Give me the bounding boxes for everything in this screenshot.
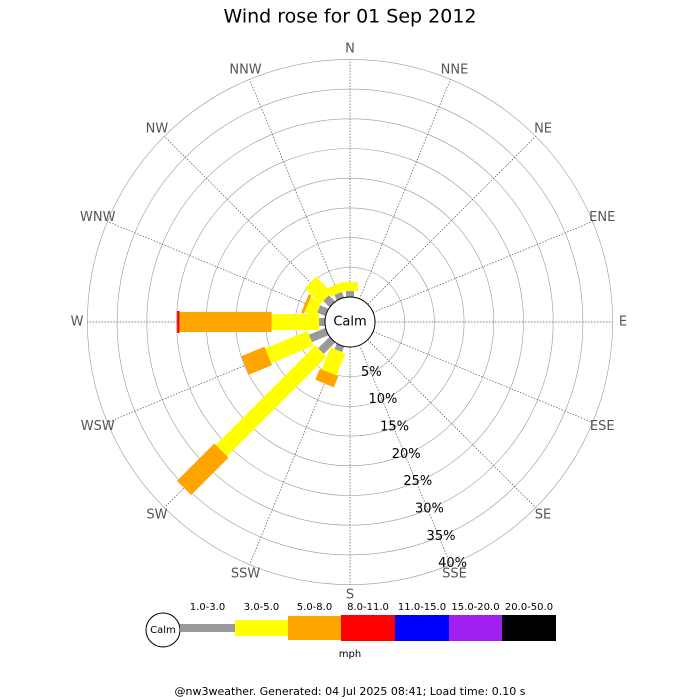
legend-label: 3.0-5.0 bbox=[244, 602, 279, 613]
r-tick-label: 25% bbox=[403, 474, 432, 489]
bar-segment bbox=[317, 305, 329, 317]
bar-segment bbox=[179, 312, 272, 332]
legend: Calm mph 1.0-3.0 3.0-5.0 5.0-8.0 8.0-11.0 11… bbox=[145, 602, 556, 660]
spoke bbox=[367, 136, 536, 305]
legend-label: 8.0-11.0 bbox=[347, 602, 389, 613]
bar-segment bbox=[241, 346, 273, 375]
legend-label: 20.0-50.0 bbox=[505, 602, 553, 613]
bar-segment bbox=[321, 347, 346, 376]
bars bbox=[174, 272, 379, 498]
direction-label: S bbox=[346, 588, 354, 603]
spoke bbox=[359, 79, 451, 300]
direction-label: ENE bbox=[589, 210, 615, 225]
bar-segment bbox=[319, 318, 325, 326]
legend-label: 15.0-20.0 bbox=[451, 602, 499, 613]
direction-label: NNE bbox=[441, 62, 469, 77]
bar-segment bbox=[265, 331, 314, 364]
direction-label: NNW bbox=[229, 62, 261, 77]
legend-swatch bbox=[288, 616, 341, 640]
calm-circle bbox=[324, 296, 376, 348]
direction-label: W bbox=[71, 315, 84, 330]
legend-calm-label: Calm bbox=[150, 625, 176, 636]
bar-segment bbox=[301, 294, 312, 314]
direction-label: E bbox=[619, 315, 627, 330]
spoke bbox=[372, 221, 593, 313]
spoke bbox=[359, 344, 451, 565]
legend-swatch bbox=[395, 615, 449, 641]
legend-label: 1.0-3.0 bbox=[190, 602, 225, 613]
bar-segment bbox=[315, 368, 339, 388]
bar-segment bbox=[304, 297, 322, 317]
grid: N NNE NE ENE E ESE SE SSE S SSW SW WSW W WNW NW NNW 5% 10… bbox=[71, 42, 628, 603]
bar-segment bbox=[177, 311, 180, 333]
bar-segment bbox=[271, 314, 320, 330]
bar-segment bbox=[215, 345, 327, 457]
r-tick-label: 20% bbox=[392, 447, 421, 462]
direction-label: SW bbox=[146, 508, 167, 523]
legend-swatch bbox=[449, 615, 502, 641]
r-tick-label: 35% bbox=[427, 529, 456, 544]
spoke bbox=[249, 79, 341, 300]
direction-label: SSE bbox=[442, 567, 467, 582]
bar-segment bbox=[346, 291, 354, 297]
direction-label: SSW bbox=[231, 567, 261, 582]
r-tick-label: 5% bbox=[361, 365, 382, 380]
footer: @nw3weather. Generated: 04 Jul 2025 08:4… bbox=[175, 685, 526, 698]
spoke bbox=[164, 136, 333, 305]
legend-swatch bbox=[502, 615, 556, 641]
legend-swatch bbox=[341, 615, 395, 641]
spoke bbox=[367, 339, 536, 508]
r-tick-label: 15% bbox=[380, 420, 409, 435]
bar-segment bbox=[318, 336, 336, 354]
direction-label: NW bbox=[146, 121, 169, 136]
bar-segment bbox=[308, 327, 329, 343]
legend-label: 11.0-15.0 bbox=[398, 602, 446, 613]
legend-units: mph bbox=[339, 649, 361, 660]
calm-label: Calm bbox=[333, 315, 366, 330]
direction-label: SE bbox=[535, 508, 551, 523]
spoke bbox=[107, 221, 328, 313]
legend-swatch bbox=[180, 624, 235, 632]
bar-segment bbox=[304, 276, 332, 304]
direction-label: WSW bbox=[81, 419, 115, 434]
legend-label: 5.0-8.0 bbox=[297, 602, 332, 613]
bar-segment bbox=[327, 282, 346, 297]
r-tick-label: 30% bbox=[415, 502, 444, 517]
bar-segment bbox=[176, 443, 229, 496]
r-tick-label: 40% bbox=[438, 556, 467, 571]
spoke bbox=[372, 331, 593, 423]
legend-swatch bbox=[235, 620, 288, 636]
direction-label: NE bbox=[534, 121, 552, 136]
direction-label: N bbox=[345, 42, 355, 57]
direction-label: ESE bbox=[590, 419, 615, 434]
chart-title: Wind rose for 01 Sep 2012 bbox=[223, 6, 476, 28]
direction-label: WNW bbox=[80, 210, 116, 225]
bar-segment bbox=[342, 282, 358, 292]
r-tick-label: 10% bbox=[369, 392, 398, 407]
